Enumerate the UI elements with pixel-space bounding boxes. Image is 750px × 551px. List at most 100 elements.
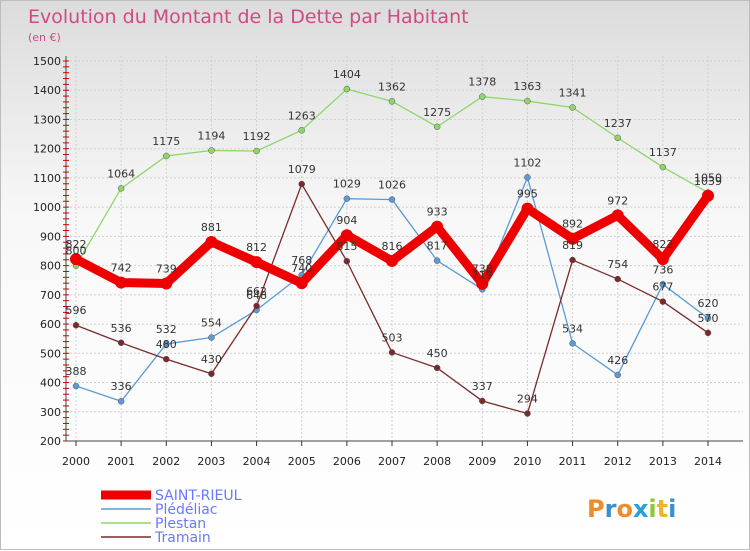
logo-text: Proxiti xyxy=(587,495,676,523)
data-label-pl-d-liac: 554 xyxy=(201,317,222,330)
data-label-plestan: 1137 xyxy=(649,146,677,159)
x-tick-label: 2001 xyxy=(107,455,135,468)
data-point-saint-rieul xyxy=(160,277,173,290)
y-tick-label: 1100 xyxy=(33,172,61,185)
x-tick-label: 2006 xyxy=(333,455,361,468)
data-point-tramain xyxy=(208,370,215,378)
data-point-pl-d-liac xyxy=(208,334,215,341)
x-tick-label: 2011 xyxy=(559,455,587,468)
data-point-saint-rieul xyxy=(340,229,353,242)
x-tick-label: 2010 xyxy=(513,455,541,468)
data-label-pl-d-liac: 1102 xyxy=(513,156,541,169)
y-tick-label: 800 xyxy=(40,260,61,273)
chart-subtitle: (en €) xyxy=(28,31,61,44)
axes: 200 300 400 500 600 700 800 900 1000 1100 1200 1300… xyxy=(33,55,743,468)
data-label-saint-rieul: 822 xyxy=(652,238,673,251)
data-label-plestan: 1341 xyxy=(559,86,587,99)
x-tick-label: 2012 xyxy=(604,455,632,468)
data-point-saint-rieul xyxy=(115,276,128,289)
data-label-pl-d-liac: 620 xyxy=(698,297,719,310)
x-tick-label: 2004 xyxy=(243,455,271,468)
data-point-pl-d-liac xyxy=(163,340,170,348)
data-point-pl-d-liac xyxy=(117,397,125,405)
data-point-tramain xyxy=(253,302,260,310)
x-tick-label: 2003 xyxy=(197,455,225,468)
data-label-plestan: 1064 xyxy=(107,167,135,180)
data-point-saint-rieul xyxy=(476,277,489,290)
data-point-pl-d-liac xyxy=(704,314,712,322)
data-point-tramain xyxy=(163,355,170,363)
data-point-tramain xyxy=(298,180,305,188)
data-label-plestan: 800 xyxy=(66,245,87,258)
data-label-tramain: 570 xyxy=(698,312,719,325)
data-label-plestan: 1175 xyxy=(152,135,180,148)
data-point-plestan xyxy=(298,127,305,134)
data-label-saint-rieul: 739 xyxy=(156,262,177,275)
data-point-tramain xyxy=(659,298,667,305)
data-label-pl-d-liac: 534 xyxy=(562,322,583,335)
data-point-pl-d-liac xyxy=(72,382,80,390)
y-tick-label: 1200 xyxy=(33,143,61,156)
data-label-tramain: 754 xyxy=(607,258,628,271)
data-point-tramain xyxy=(343,257,351,265)
data-point-saint-rieul xyxy=(611,209,624,222)
data-point-pl-d-liac xyxy=(524,174,531,181)
data-labels: 800 1064 1175 1194 1192 1263 1404 1362 1275 1378 1… xyxy=(66,68,723,405)
data-label-pl-d-liac: 1029 xyxy=(333,178,361,191)
data-label-pl-d-liac: 768 xyxy=(291,254,312,267)
data-point-plestan xyxy=(343,85,351,93)
y-tick-label: 400 xyxy=(40,377,61,390)
data-point-plestan xyxy=(524,97,531,105)
x-tick-label: 2005 xyxy=(288,455,316,468)
data-label-saint-rieul: 812 xyxy=(246,241,267,254)
y-tick-label: 300 xyxy=(40,406,61,419)
data-point-tramain xyxy=(117,339,125,347)
data-point-tramain xyxy=(388,349,396,356)
data-point-pl-d-liac xyxy=(388,196,396,203)
data-point-plestan xyxy=(208,147,215,154)
data-label-tramain: 662 xyxy=(246,285,267,298)
data-label-plestan: 1275 xyxy=(423,106,451,119)
data-point-saint-rieul xyxy=(70,253,82,266)
data-point-plestan xyxy=(659,163,667,171)
data-point-tramain xyxy=(524,410,531,417)
x-tick-label: 2009 xyxy=(468,455,496,468)
data-point-saint-rieul xyxy=(702,189,714,202)
data-point-tramain xyxy=(704,329,712,337)
data-point-saint-rieul xyxy=(205,235,218,248)
data-label-pl-d-liac: 532 xyxy=(156,323,177,336)
data-label-pl-d-liac: 336 xyxy=(111,380,132,393)
data-label-tramain: 819 xyxy=(562,239,583,252)
data-point-saint-rieul xyxy=(566,232,579,245)
x-tick-label: 2008 xyxy=(423,455,451,468)
data-point-saint-rieul xyxy=(521,202,534,215)
data-point-pl-d-liac xyxy=(614,371,621,379)
data-label-pl-d-liac: 1026 xyxy=(378,179,406,192)
data-point-plestan xyxy=(569,104,576,111)
data-label-saint-rieul: 933 xyxy=(427,206,448,219)
data-label-plestan: 1192 xyxy=(243,130,271,143)
data-label-tramain: 677 xyxy=(652,281,673,294)
data-label-saint-rieul: 740 xyxy=(291,262,312,275)
y-tick-label: 700 xyxy=(40,289,61,302)
data-label-pl-d-liac: 648 xyxy=(246,289,267,302)
data-label-plestan: 1378 xyxy=(468,76,496,89)
data-point-saint-rieul xyxy=(250,256,263,269)
data-label-tramain: 294 xyxy=(517,393,538,406)
data-label-saint-rieul: 742 xyxy=(111,262,132,275)
data-label-tramain: 450 xyxy=(427,347,448,360)
y-tick-label: 500 xyxy=(40,347,61,360)
data-point-plestan xyxy=(117,185,125,192)
data-label-plestan: 1237 xyxy=(604,117,632,130)
x-tick-label: 2013 xyxy=(649,455,677,468)
data-label-saint-rieul: 881 xyxy=(201,221,222,234)
x-tick-label: 2000 xyxy=(62,455,90,468)
x-tick-label: 2014 xyxy=(694,455,722,468)
data-label-pl-d-liac: 426 xyxy=(607,354,628,367)
data-label-plestan: 1050 xyxy=(694,172,722,185)
data-point-pl-d-liac xyxy=(343,195,351,202)
legend-label: SAINT-RIEUL xyxy=(155,488,242,504)
data-point-saint-rieul xyxy=(386,254,398,267)
